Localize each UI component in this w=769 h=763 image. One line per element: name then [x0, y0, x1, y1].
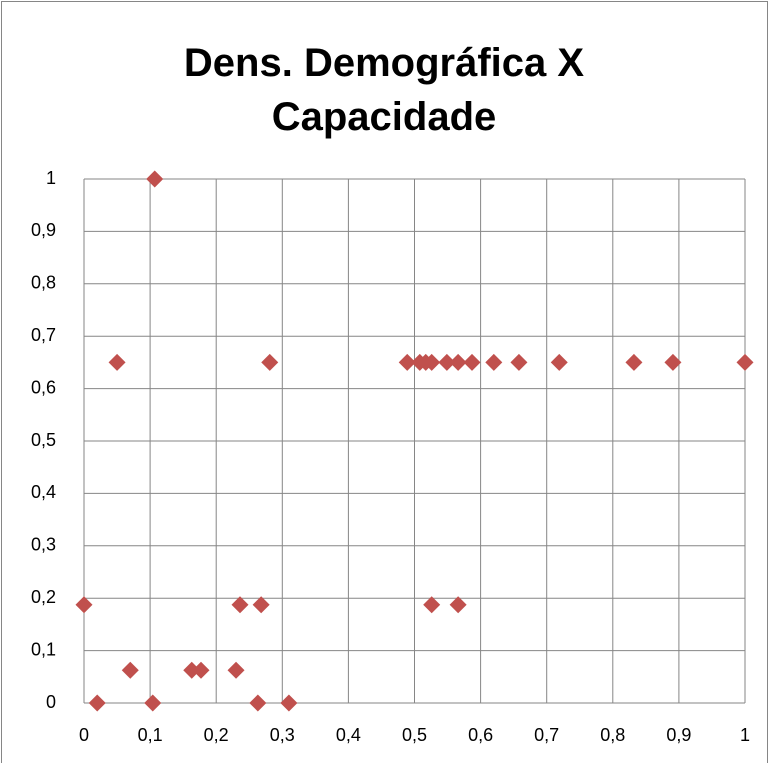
y-tick-label: 0,2: [31, 587, 56, 607]
marker: [280, 694, 298, 712]
marker: [121, 661, 139, 679]
marker: [485, 353, 503, 371]
y-tick-label: 0,4: [31, 482, 56, 502]
marker: [463, 353, 481, 371]
marker: [227, 661, 245, 679]
marker: [144, 694, 162, 712]
marker: [252, 596, 270, 614]
x-tick-label: 0,7: [534, 725, 559, 745]
y-tick-label: 0,3: [31, 535, 56, 555]
marker: [449, 353, 467, 371]
marker: [736, 353, 754, 371]
marker: [438, 353, 456, 371]
y-tick-label: 0,8: [31, 273, 56, 293]
marker: [664, 353, 682, 371]
x-tick-label: 0: [79, 725, 89, 745]
marker: [231, 596, 249, 614]
y-tick-label: 1: [46, 168, 56, 188]
marker: [192, 661, 210, 679]
x-tick-label: 1: [740, 725, 750, 745]
marker: [183, 661, 201, 679]
y-tick-label: 0,5: [31, 430, 56, 450]
y-tick-label: 0: [46, 692, 56, 712]
x-tick-label: 0,4: [336, 725, 361, 745]
y-tick-label: 0,7: [31, 325, 56, 345]
marker: [423, 596, 441, 614]
y-tick-label: 0,1: [31, 639, 56, 659]
marker: [449, 596, 467, 614]
marker: [146, 170, 164, 188]
marker: [75, 596, 93, 614]
y-tick-label: 0,6: [31, 377, 56, 397]
chart-title: Dens. Demográfica X Capacidade: [183, 41, 585, 139]
marker: [510, 353, 528, 371]
marker: [550, 353, 568, 371]
x-tick-label: 0,8: [600, 725, 625, 745]
y-tick-label: 0,9: [31, 220, 56, 240]
x-tick-label: 0,9: [666, 725, 691, 745]
marker: [625, 353, 643, 371]
x-tick-label: 0,1: [138, 725, 163, 745]
marker: [88, 694, 106, 712]
x-tick-label: 0,6: [468, 725, 493, 745]
x-tick-label: 0,2: [204, 725, 229, 745]
marker: [423, 353, 441, 371]
x-tick-label: 0,3: [270, 725, 295, 745]
marker: [108, 353, 126, 371]
marker: [398, 353, 416, 371]
x-tick-label: 0,5: [402, 725, 427, 745]
marker: [249, 694, 267, 712]
marker: [261, 353, 279, 371]
